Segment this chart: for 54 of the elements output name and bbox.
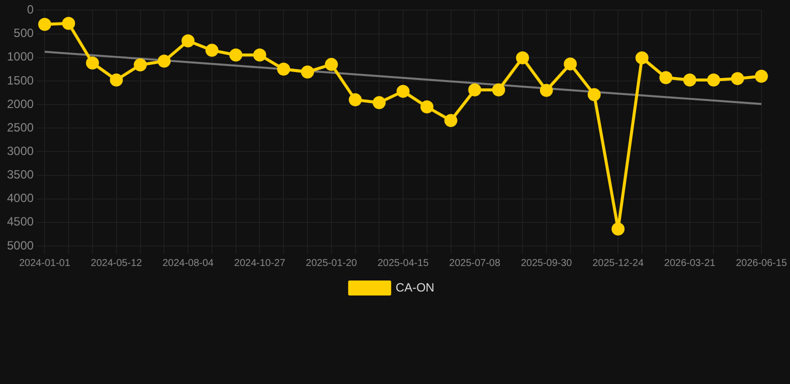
x-tick-label: 2024-08-04 bbox=[162, 258, 214, 269]
point bbox=[277, 62, 290, 76]
point bbox=[62, 16, 76, 30]
point bbox=[588, 88, 601, 102]
x-tick-label: 2024-01-01 bbox=[19, 258, 71, 269]
point bbox=[253, 48, 266, 62]
point bbox=[564, 57, 577, 70]
point bbox=[754, 70, 768, 83]
point bbox=[516, 51, 530, 64]
y-tick-label: 3000 bbox=[6, 144, 34, 158]
point bbox=[731, 72, 744, 86]
point bbox=[396, 84, 410, 98]
y-tick-label: 4500 bbox=[6, 214, 34, 229]
point bbox=[324, 58, 338, 71]
x-tick-label: 2025-09-30 bbox=[520, 258, 572, 269]
point bbox=[86, 56, 99, 70]
y-tick-label: 1500 bbox=[6, 73, 34, 88]
point bbox=[444, 114, 458, 128]
point bbox=[300, 65, 314, 78]
x-tick-label: 2024-05-12 bbox=[90, 258, 142, 269]
point bbox=[182, 34, 195, 48]
point bbox=[348, 93, 362, 106]
x-tick-label: 2025-01-20 bbox=[306, 258, 358, 269]
point bbox=[540, 84, 553, 97]
y-tick-label: 3500 bbox=[6, 168, 34, 182]
point bbox=[635, 51, 648, 64]
x-tick-label: 2025-07-08 bbox=[449, 258, 501, 269]
x-tick-label: 2026-03-21 bbox=[664, 258, 716, 269]
y-tick-label: 4000 bbox=[6, 191, 34, 206]
point bbox=[38, 18, 52, 31]
point bbox=[492, 83, 506, 96]
y-tick-label: 5000 bbox=[6, 238, 34, 252]
point bbox=[612, 222, 625, 236]
point bbox=[205, 44, 218, 57]
x-tick-label: 2025-04-15 bbox=[377, 258, 430, 269]
x-tick-label: 2024-10-27 bbox=[234, 258, 286, 269]
x-tick-label: 2025-12-24 bbox=[592, 258, 644, 269]
point bbox=[420, 100, 434, 114]
point bbox=[683, 73, 696, 86]
point bbox=[134, 58, 147, 72]
point bbox=[707, 73, 720, 86]
point bbox=[468, 83, 482, 96]
y-tick-label: 2000 bbox=[6, 96, 34, 111]
point bbox=[110, 73, 123, 86]
y-tick-label: 2500 bbox=[6, 120, 34, 134]
point bbox=[372, 96, 386, 110]
point bbox=[659, 71, 672, 84]
legend-label: CA-ON bbox=[396, 280, 434, 294]
y-tick-label: 500 bbox=[14, 26, 34, 40]
point bbox=[229, 48, 242, 62]
y-tick-label: 1000 bbox=[6, 50, 34, 64]
y-tick-label: 0 bbox=[27, 2, 34, 17]
x-tick-label: 2026-06-15 bbox=[736, 258, 788, 269]
point bbox=[158, 54, 171, 68]
